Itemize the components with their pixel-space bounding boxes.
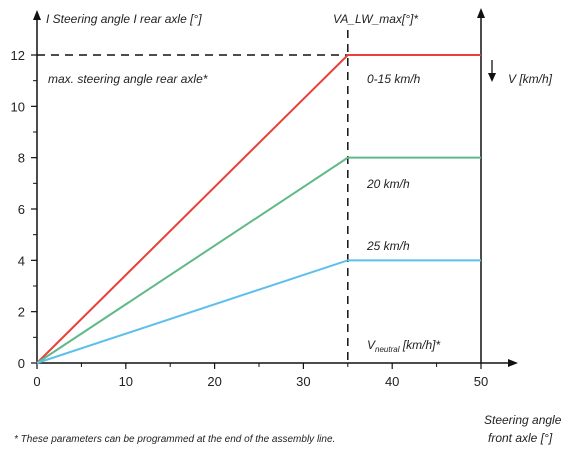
y-tick-label: 4 xyxy=(18,253,25,268)
x-tick-label: 20 xyxy=(207,374,221,389)
y-tick-label: 0 xyxy=(18,356,25,371)
x-tick-label: 10 xyxy=(119,374,133,389)
y-tick-label: 8 xyxy=(18,151,25,166)
x-tick-label: 30 xyxy=(296,374,310,389)
series-label-red: 0-15 km/h xyxy=(367,72,421,86)
y-tick-label: 12 xyxy=(11,48,25,63)
y-axis-label: I Steering angle I rear axle [°] xyxy=(46,12,202,26)
y-tick-label: 10 xyxy=(11,99,25,114)
x-axis-label-line1: Steering angle xyxy=(484,413,562,427)
v-neutral-main: V xyxy=(367,338,376,352)
hline-label: max. steering angle rear axle* xyxy=(48,72,208,86)
footnote: * These parameters can be programmed at … xyxy=(14,434,335,445)
v-neutral-sub: neutral xyxy=(375,345,400,354)
y-axis-arrow xyxy=(33,10,41,20)
series-label-green: 20 km/h xyxy=(366,177,410,191)
axis-ticks: 0 10 20 30 40 50 0 2 4 6 8 10 12 xyxy=(11,48,489,389)
y-tick-label: 2 xyxy=(18,305,25,320)
series-line-1 xyxy=(36,156,481,364)
series-line-0 xyxy=(36,54,481,364)
speed-down-arrow-head xyxy=(488,73,496,82)
speed-axis-label: V [km/h] xyxy=(508,72,553,86)
v-neutral-label: Vneutral [km/h]* xyxy=(367,338,440,354)
x-tick-label: 50 xyxy=(474,374,488,389)
x-tick-label: 0 xyxy=(33,374,40,389)
y-tick-label: 6 xyxy=(18,202,25,217)
series-line-2 xyxy=(36,259,481,364)
x-axis-arrow xyxy=(508,359,518,367)
series-lines xyxy=(36,54,481,364)
v-neutral-rest: [km/h]* xyxy=(399,338,440,352)
x-axis-label-line2: front axle [°] xyxy=(488,431,553,445)
speed-axis-arrow xyxy=(477,8,485,18)
series-label-blue: 25 km/h xyxy=(366,239,410,253)
x-tick-label: 40 xyxy=(385,374,399,389)
vline-label: VA_LW_max[°]* xyxy=(333,12,418,26)
